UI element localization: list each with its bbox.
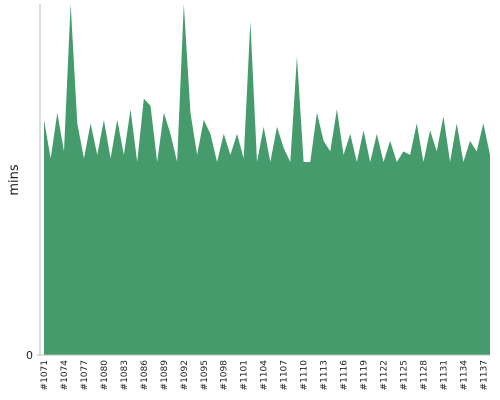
x-tick-label: #1110 [300,360,310,391]
x-tick-label: #1071 [40,360,50,390]
x-tick-label: #1098 [220,360,230,391]
y-axis-label: mins [7,164,22,196]
area [44,4,490,355]
x-tick-label: #1104 [260,360,270,391]
x-tick-label: #1101 [240,360,250,390]
x-tick-label: #1107 [280,360,290,390]
x-tick-label: #1077 [80,360,90,390]
x-tick-label: #1131 [439,360,449,390]
x-tick-label: #1092 [180,360,190,390]
y-tick-label: 0 [26,349,33,362]
x-tick-label: #1080 [100,360,110,391]
x-tick-label: #1122 [379,360,389,390]
x-tick-label: #1134 [459,360,469,391]
x-tick-label: #1116 [340,360,350,391]
x-tick-label: #1086 [140,360,150,391]
x-tick-label: #1119 [360,360,370,391]
x-tick-label: #1125 [399,360,409,390]
x-tick-label: #1095 [200,360,210,390]
x-tick-label: #1074 [60,360,70,391]
x-tick-label: #1083 [120,360,130,390]
x-tick-label: #1128 [419,360,429,391]
x-tick-label: #1089 [160,360,170,391]
x-tick-label: #1137 [479,360,489,390]
x-tick-label: #1113 [320,360,330,390]
